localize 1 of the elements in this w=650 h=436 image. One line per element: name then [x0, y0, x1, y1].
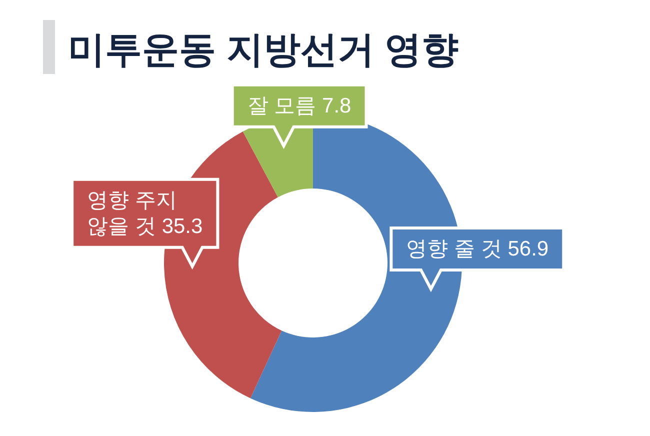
title: 미투운동 지방선거 영향 [68, 29, 459, 70]
